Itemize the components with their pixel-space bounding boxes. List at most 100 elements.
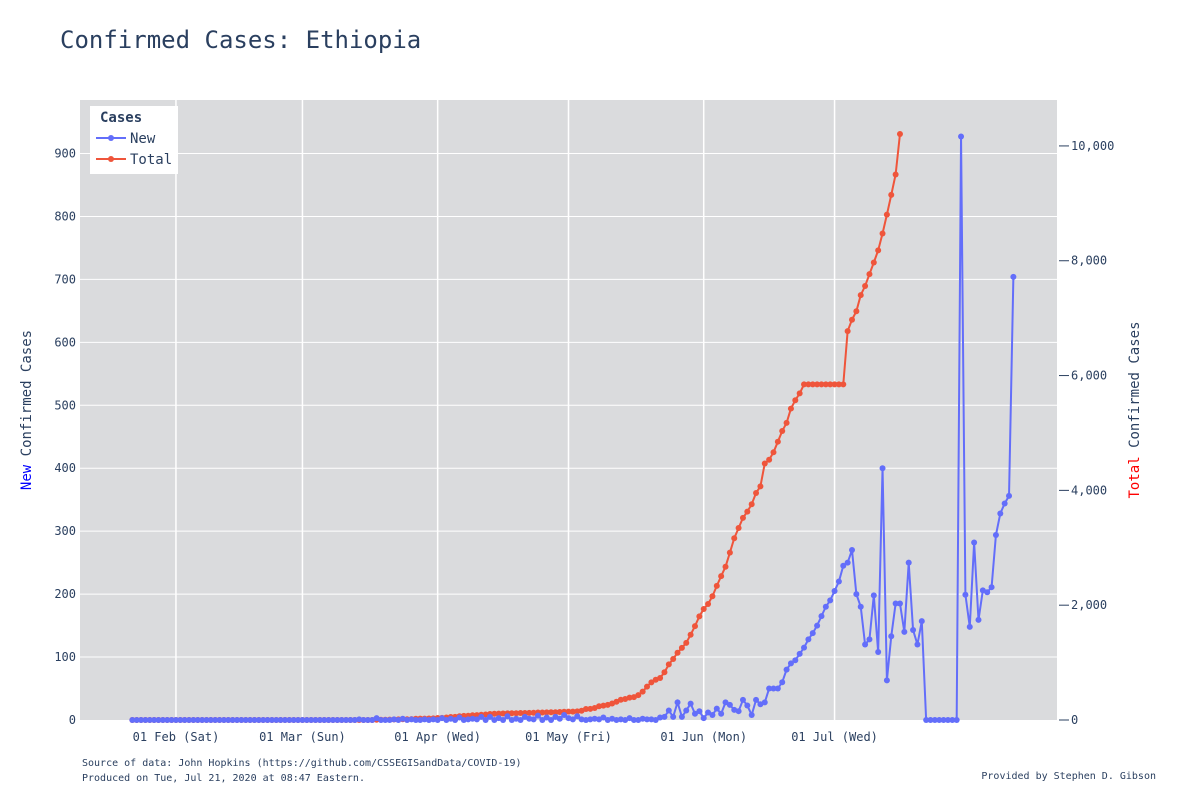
new-data-point [814, 622, 821, 629]
total-data-point [644, 683, 651, 690]
new-data-point [225, 717, 232, 723]
new-data-point [652, 717, 659, 723]
total-data-point [683, 639, 690, 646]
total-data-point [818, 381, 825, 388]
total-data-point [748, 501, 755, 508]
total-data-point [700, 605, 707, 612]
total-data-point [548, 709, 555, 716]
new-data-point [905, 559, 912, 566]
new-data-point [822, 603, 829, 610]
new-data-point [792, 657, 799, 664]
total-data-point [883, 211, 890, 218]
total-data-point [726, 549, 733, 556]
total-data-point [875, 247, 882, 254]
y-left-tick-label: 200 [54, 587, 76, 601]
source-text: Source of data: John Hopkins (https://gi… [82, 758, 522, 769]
new-data-point [268, 717, 275, 723]
y-left-tick-label: 800 [54, 209, 76, 223]
y-right-title-prefix: Total [1127, 456, 1143, 498]
new-data-point [281, 717, 288, 723]
new-data-point [827, 597, 834, 604]
new-data-point [556, 715, 563, 722]
new-data-point [761, 699, 768, 706]
new-data-point [748, 711, 755, 718]
new-data-point [142, 717, 149, 723]
total-data-point [766, 456, 773, 463]
y-left-tick-label: 900 [54, 147, 76, 161]
total-data-point [866, 271, 873, 278]
total-data-point [735, 524, 742, 531]
total-data-point [565, 708, 572, 715]
new-data-point [251, 717, 258, 723]
produced-text: Produced on Tue, Jul 21, 2020 at 08:47 E… [82, 773, 365, 784]
chart-title: Confirmed Cases: Ethiopia [60, 26, 422, 54]
new-data-point [722, 699, 729, 706]
new-data-point [831, 587, 838, 594]
new-data-point [984, 589, 991, 596]
legend-box [90, 106, 178, 174]
total-data-point [844, 328, 851, 335]
new-data-point [687, 700, 694, 707]
new-data-point [1010, 273, 1017, 280]
new-data-point [325, 717, 332, 723]
new-data-point [203, 717, 210, 723]
new-data-point [155, 717, 162, 723]
new-data-point [787, 660, 794, 667]
legend-label: Total [130, 152, 172, 168]
y-right-tick-label: 2,000 [1071, 598, 1107, 612]
y-left-tick-label: 400 [54, 461, 76, 475]
new-data-point [539, 717, 546, 723]
new-data-point [896, 600, 903, 607]
total-data-point [718, 573, 725, 580]
total-data-point [892, 171, 899, 178]
new-data-point [726, 701, 733, 708]
total-data-point [888, 191, 895, 198]
total-data-point [500, 710, 507, 717]
new-data-point [735, 708, 742, 715]
legend-swatch-marker [108, 135, 114, 141]
new-data-point [691, 710, 698, 717]
new-data-point [543, 714, 550, 721]
new-data-point [888, 633, 895, 640]
new-data-point [561, 711, 568, 718]
y-left-axis-title: New Confirmed Cases [19, 330, 35, 490]
total-data-point [530, 709, 537, 716]
new-data-point [783, 666, 790, 673]
new-data-point [151, 717, 158, 723]
new-data-point [818, 613, 825, 620]
new-data-point [456, 714, 463, 721]
total-data-point [657, 675, 664, 682]
new-data-point [718, 710, 725, 717]
new-data-point [574, 713, 581, 720]
new-data-point [630, 717, 637, 723]
new-data-point [207, 717, 214, 723]
new-data-point [334, 717, 341, 723]
new-data-point [796, 650, 803, 657]
new-data-point [500, 717, 507, 723]
new-data-point [273, 717, 280, 723]
total-data-point [582, 706, 589, 713]
new-data-point [809, 630, 816, 637]
new-data-point [212, 717, 219, 723]
new-data-point [308, 717, 315, 723]
new-data-point [216, 717, 223, 723]
new-data-point [910, 626, 917, 633]
new-data-point [382, 717, 389, 723]
total-data-point [739, 514, 746, 521]
total-data-point [491, 710, 498, 717]
new-data-point [875, 649, 882, 656]
new-data-point [242, 717, 249, 723]
legend-title: Cases [100, 110, 142, 126]
total-data-point [796, 390, 803, 397]
new-data-point [958, 133, 965, 140]
new-data-point [971, 539, 978, 546]
new-data-point [892, 600, 899, 607]
total-data-point [665, 661, 672, 668]
new-data-point [801, 644, 808, 651]
new-data-point [473, 716, 480, 723]
total-data-point [831, 381, 838, 388]
total-data-point [757, 483, 764, 490]
y-left-tick-label: 100 [54, 650, 76, 664]
new-data-point [172, 717, 179, 723]
new-data-point [321, 717, 328, 723]
